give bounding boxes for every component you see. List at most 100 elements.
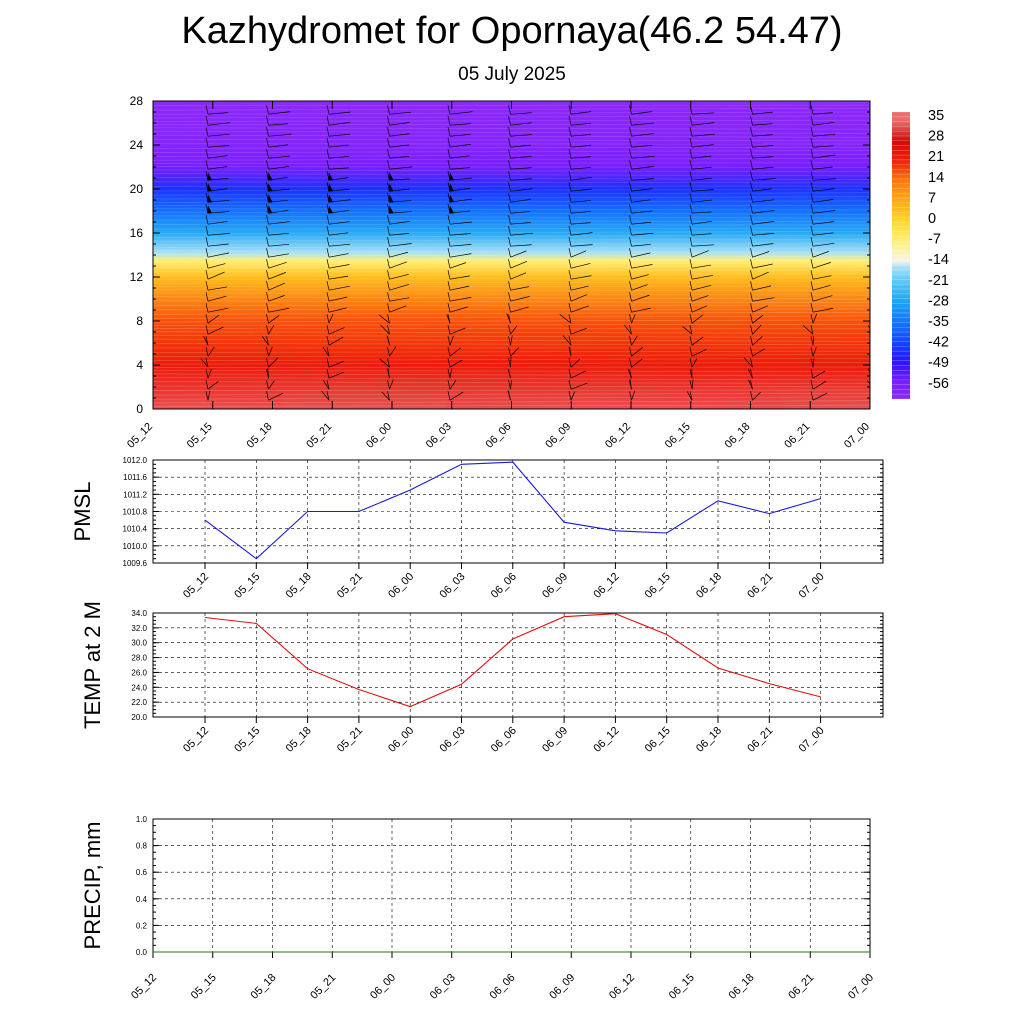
- wind-barb: [387, 138, 410, 148]
- wind-barb: [386, 335, 390, 346]
- wind-barb: [326, 369, 345, 379]
- xs-x-tick-label: 06_00: [364, 421, 394, 451]
- temp-y-tick-label: 34.0: [131, 609, 147, 618]
- wind-barb: [205, 204, 230, 214]
- wind-barb: [867, 368, 870, 373]
- xs-y-tick-label: 16: [130, 226, 144, 240]
- wind-barb: [266, 357, 279, 368]
- wind-barb: [326, 193, 351, 203]
- wind-barb: [447, 215, 472, 225]
- precip-x-tick-label: 05_18: [249, 972, 279, 1002]
- temp-x-tick-label: 06_12: [591, 725, 621, 755]
- wind-barb: [387, 270, 409, 280]
- pmsl-x-tick-label: 06_15: [643, 571, 673, 601]
- wind-barb: [506, 313, 511, 324]
- wind-barb: [689, 379, 694, 390]
- wind-barb: [629, 281, 648, 291]
- wind-barb: [629, 182, 653, 192]
- wind-barb: [810, 248, 829, 258]
- wind-barb: [568, 270, 592, 280]
- wind-barb: [872, 281, 890, 290]
- wind-barb: [867, 325, 870, 330]
- wind-barb: [810, 171, 837, 181]
- wind-barb: [387, 226, 410, 236]
- wind-barb: [750, 347, 765, 357]
- wind-barb: [689, 358, 698, 368]
- wind-barb: [326, 215, 350, 225]
- wind-barb: [810, 226, 834, 236]
- wind-barb: [750, 226, 774, 236]
- wind-barb: [872, 182, 895, 191]
- pmsl-x-tick-label: 05_18: [284, 571, 314, 601]
- wind-barb: [689, 292, 709, 302]
- wind-barb: [205, 149, 228, 159]
- temp-y-tick-label: 22.0: [131, 698, 147, 707]
- wind-barb: [447, 281, 470, 291]
- pmsl-y-tick-label: 1009.6: [123, 559, 148, 568]
- wind-barb: [810, 380, 827, 390]
- wind-barb: [810, 391, 828, 401]
- wind-barb: [205, 281, 228, 291]
- wind-barb: [810, 160, 833, 170]
- precip-x-tick-label: 06_18: [727, 972, 757, 1002]
- wind-barb: [508, 160, 532, 170]
- wind-barb: [568, 215, 591, 225]
- wind-barb: [810, 182, 835, 192]
- wind-barb: [205, 259, 226, 269]
- wind-barb: [266, 259, 287, 269]
- warm-core-left: [153, 364, 285, 409]
- wind-barb: [872, 171, 894, 180]
- colorbar-label: 0: [928, 211, 936, 227]
- wind-barb: [629, 138, 652, 148]
- wind-barb: [387, 259, 407, 269]
- wind-barb: [689, 226, 712, 236]
- temp-x-tick-label: 06_03: [438, 725, 468, 755]
- wind-barb: [447, 248, 472, 258]
- wind-barb: [629, 347, 643, 357]
- pmsl-x-tick-label: 07_00: [797, 571, 827, 601]
- wind-barb: [689, 336, 704, 346]
- warm-core-right: [445, 361, 785, 409]
- precip-x-tick-label: 07_00: [846, 972, 876, 1002]
- wind-barb: [872, 237, 894, 246]
- wind-barb: [205, 325, 224, 335]
- wind-barb: [387, 303, 407, 313]
- wind-barb: [508, 259, 528, 269]
- wind-barb: [689, 281, 712, 291]
- page-subtitle: 05 July 2025: [458, 64, 566, 85]
- wind-barb: [266, 270, 286, 280]
- wind-barb: [266, 380, 275, 390]
- wind-barb: [810, 303, 834, 313]
- pmsl-y-tick-label: 1012.0: [123, 456, 148, 465]
- wind-barb: [447, 149, 470, 159]
- xs-y-tick-label: 20: [130, 182, 144, 196]
- wind-barb: [205, 160, 228, 170]
- wind-barb: [689, 303, 708, 313]
- temp-x-tick-label: 06_06: [489, 725, 519, 755]
- temp-x-tick-label: 06_15: [643, 725, 673, 755]
- wind-barb: [508, 127, 533, 137]
- wind-barb: [872, 127, 895, 136]
- colorbar-label: 28: [928, 129, 944, 145]
- temp-y-tick-label: 24.0: [131, 683, 147, 692]
- xs-x-tick-label: 07_00: [842, 421, 872, 451]
- wind-barb: [872, 303, 891, 312]
- wind-barb: [447, 347, 461, 357]
- wind-barb: [568, 281, 589, 291]
- wind-barb: [810, 281, 831, 291]
- wind-barb: [872, 138, 895, 147]
- wind-barb: [266, 138, 289, 148]
- xs-x-tick-label: 06_15: [663, 421, 693, 451]
- wind-barb: [266, 215, 291, 225]
- wind-barb: [387, 215, 410, 225]
- colorbar-label: -56: [928, 376, 949, 392]
- wind-barb: [326, 204, 350, 214]
- wind-barb: [750, 292, 775, 302]
- wind-barb: [568, 303, 589, 313]
- wind-barb: [682, 325, 693, 335]
- precip-y-tick-label: 0.0: [136, 948, 148, 957]
- precip-x-tick-label: 06_09: [547, 972, 577, 1002]
- precip-x-tick-label: 06_15: [667, 972, 697, 1002]
- wind-barb: [387, 160, 413, 170]
- wind-barb: [508, 270, 527, 280]
